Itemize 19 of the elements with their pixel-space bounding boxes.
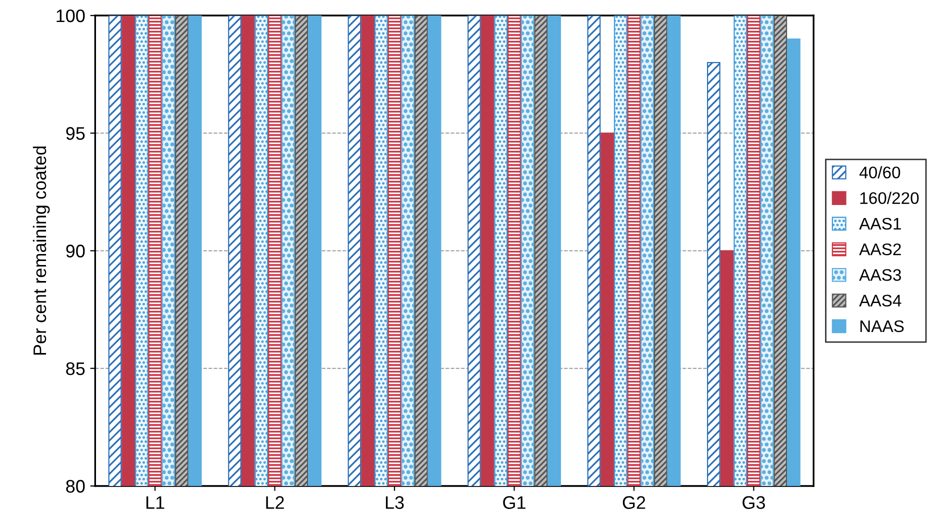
legend-label: NAAS [860,320,904,332]
legend-label: 160/220 [860,192,919,204]
legend-label: AAS3 [859,269,901,281]
y-axis-title: Per cent remaining coated [32,146,50,355]
x-tick-label: G2 [622,496,646,509]
legend-label: AAS1 [859,218,901,230]
y-tick-label: 95 [66,127,85,140]
y-tick-label: 85 [66,362,85,376]
y-tick-label: 80 [66,480,85,493]
y-tick-label: 100 [56,9,85,22]
x-tick-label: G1 [503,496,526,509]
legend-label: 40/60 [859,166,900,178]
x-tick-label: L1 [146,496,164,509]
x-tick-label: L2 [266,496,284,509]
x-tick-label: L3 [386,496,404,509]
legend-label: AAS4 [859,294,902,307]
x-tick-label: G3 [742,496,765,509]
y-tick-label: 90 [66,244,85,258]
legend-label: AAS2 [859,243,901,256]
